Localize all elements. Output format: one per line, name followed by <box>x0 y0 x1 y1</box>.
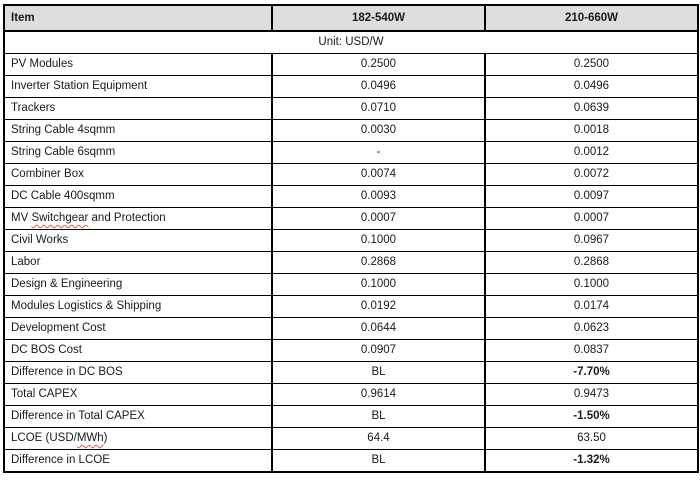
value-cell-210-660w: -1.32% <box>484 449 699 473</box>
value-cell-182-540w: 0.0907 <box>271 339 486 362</box>
table-row: MV Switchgear and Protection 0.0007 0.0007 <box>3 207 699 230</box>
item-cell: Modules Logistics & Shipping <box>3 295 273 318</box>
item-cell: LCOE (USD/MWh) <box>3 427 273 450</box>
item-cell: Trackers <box>3 97 273 120</box>
value-cell-182-540w: 0.0710 <box>271 97 486 120</box>
value-cell-210-660w: 0.0072 <box>484 163 699 186</box>
item-cell: String Cable 4sqmm <box>3 119 273 142</box>
value-cell-210-660w: 0.0496 <box>484 75 699 98</box>
cost-comparison-table: Item 182-540W 210-660W Unit: USD/W PV Mo… <box>3 4 699 473</box>
value-cell-210-660w: 0.0012 <box>484 141 699 164</box>
value-cell-182-540w: 0.9614 <box>271 383 486 406</box>
item-cell: DC BOS Cost <box>3 339 273 362</box>
value-cell-210-660w: 0.0018 <box>484 119 699 142</box>
table-row: DC Cable 400sqmm 0.0093 0.0097 <box>3 185 699 208</box>
table-row: Design & Engineering 0.1000 0.1000 <box>3 273 699 296</box>
table-row: DC BOS Cost 0.0907 0.0837 <box>3 339 699 362</box>
table-row: LCOE (USD/MWh) 64.4 63.50 <box>3 427 699 450</box>
value-cell-210-660w: 0.2868 <box>484 251 699 274</box>
item-cell: Combiner Box <box>3 163 273 186</box>
value-cell-182-540w: 0.0074 <box>271 163 486 186</box>
value-cell-182-540w: BL <box>271 449 486 473</box>
item-cell: Labor <box>3 251 273 274</box>
value-cell-210-660w: -1.50% <box>484 405 699 428</box>
column-header-182-540w: 182-540W <box>271 4 486 32</box>
table-row: Civil Works 0.1000 0.0967 <box>3 229 699 252</box>
value-cell-182-540w: 0.0030 <box>271 119 486 142</box>
value-cell-210-660w: 0.9473 <box>484 383 699 406</box>
unit-row: Unit: USD/W <box>3 30 699 54</box>
value-cell-182-540w: 64.4 <box>271 427 486 450</box>
column-header-item: Item <box>3 4 273 32</box>
spellcheck-word: MWh <box>76 432 104 444</box>
column-header-210-660w: 210-660W <box>484 4 699 32</box>
value-cell-182-540w: 0.2868 <box>271 251 486 274</box>
spellcheck-word: Switchgear <box>31 212 89 224</box>
value-cell-182-540w: BL <box>271 405 486 428</box>
item-cell: MV Switchgear and Protection <box>3 207 273 230</box>
table-row: Labor 0.2868 0.2868 <box>3 251 699 274</box>
value-cell-210-660w: 0.0174 <box>484 295 699 318</box>
table-row: Difference in LCOE BL -1.32% <box>3 449 699 473</box>
value-cell-210-660w: 0.2500 <box>484 53 699 76</box>
item-cell: Difference in Total CAPEX <box>3 405 273 428</box>
value-cell-210-660w: 0.1000 <box>484 273 699 296</box>
value-cell-182-540w: BL <box>271 361 486 384</box>
value-cell-182-540w: 0.0192 <box>271 295 486 318</box>
value-cell-182-540w: 0.0007 <box>271 207 486 230</box>
item-cell: Inverter Station Equipment <box>3 75 273 98</box>
value-cell-210-660w: 0.0837 <box>484 339 699 362</box>
item-cell: Development Cost <box>3 317 273 340</box>
value-cell-182-540w: 0.1000 <box>271 229 486 252</box>
table-row: Difference in Total CAPEX BL -1.50% <box>3 405 699 428</box>
table-row: String Cable 4sqmm 0.0030 0.0018 <box>3 119 699 142</box>
value-cell-210-660w: 0.0639 <box>484 97 699 120</box>
value-cell-210-660w: 0.0007 <box>484 207 699 230</box>
value-cell-182-540w: - <box>271 141 486 164</box>
value-cell-182-540w: 0.0496 <box>271 75 486 98</box>
item-cell: String Cable 6sqmm <box>3 141 273 164</box>
value-cell-210-660w: 0.0967 <box>484 229 699 252</box>
table-row: Inverter Station Equipment 0.0496 0.0496 <box>3 75 699 98</box>
item-cell: Civil Works <box>3 229 273 252</box>
value-cell-182-540w: 0.1000 <box>271 273 486 296</box>
item-cell: Difference in DC BOS <box>3 361 273 384</box>
value-cell-210-660w: 0.0623 <box>484 317 699 340</box>
value-cell-210-660w: -7.70% <box>484 361 699 384</box>
table-row: Trackers 0.0710 0.0639 <box>3 97 699 120</box>
table-row: Modules Logistics & Shipping 0.0192 0.0174 <box>3 295 699 318</box>
header-row: Item 182-540W 210-660W <box>3 4 699 32</box>
value-cell-182-540w: 0.0644 <box>271 317 486 340</box>
value-cell-210-660w: 0.0097 <box>484 185 699 208</box>
item-cell: Design & Engineering <box>3 273 273 296</box>
value-cell-182-540w: 0.0093 <box>271 185 486 208</box>
item-cell: Difference in LCOE <box>3 449 273 473</box>
value-cell-182-540w: 0.2500 <box>271 53 486 76</box>
item-cell: Total CAPEX <box>3 383 273 406</box>
table-row: String Cable 6sqmm -0.0012 <box>3 141 699 164</box>
table-row: Development Cost 0.0644 0.0623 <box>3 317 699 340</box>
item-cell: DC Cable 400sqmm <box>3 185 273 208</box>
value-cell-210-660w: 63.50 <box>484 427 699 450</box>
table-row: Difference in DC BOS BL -7.70% <box>3 361 699 384</box>
table-row: PV Modules 0.2500 0.2500 <box>3 53 699 76</box>
item-cell: PV Modules <box>3 53 273 76</box>
unit-label: Unit: USD/W <box>3 30 699 54</box>
table-row: Combiner Box 0.0074 0.0072 <box>3 163 699 186</box>
table-row: Total CAPEX 0.9614 0.9473 <box>3 383 699 406</box>
